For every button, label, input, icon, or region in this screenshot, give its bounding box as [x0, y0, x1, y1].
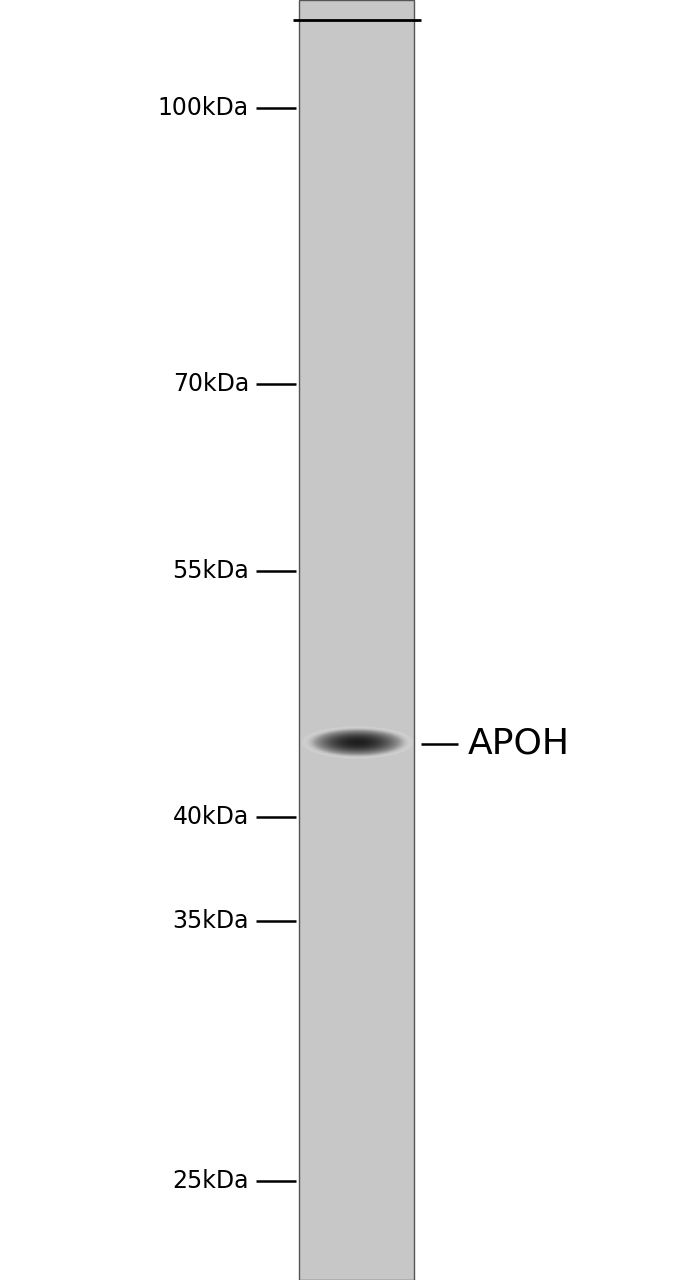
Text: 100kDa: 100kDa [158, 96, 249, 120]
Text: 55kDa: 55kDa [172, 559, 249, 582]
Text: 70kDa: 70kDa [173, 372, 249, 397]
Text: 25kDa: 25kDa [172, 1169, 249, 1193]
Text: APOH: APOH [468, 727, 570, 760]
Bar [299, 0, 414, 1280]
Text: 35kDa: 35kDa [172, 909, 249, 933]
Text: 40kDa: 40kDa [173, 805, 249, 829]
